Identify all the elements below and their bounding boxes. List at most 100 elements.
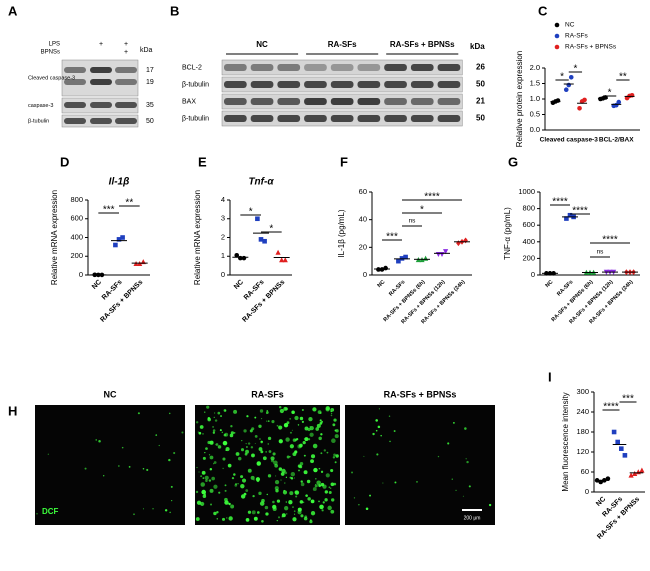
fluorescent-cell (289, 476, 292, 479)
fluorescent-cell (202, 433, 204, 435)
kda-value: 19 (146, 79, 154, 86)
fluorescent-cell (266, 420, 268, 422)
blot-band (90, 67, 112, 73)
significance-label: * (269, 224, 273, 235)
blot-band (384, 81, 407, 88)
fluorescent-cell (416, 481, 418, 483)
fluorescent-cell (247, 442, 251, 445)
fluorescent-cell (245, 518, 250, 522)
fluorescent-cell (158, 444, 160, 447)
fluorescent-cell (299, 462, 304, 466)
blot-band (384, 98, 407, 105)
fluorescent-cell (299, 500, 304, 504)
fluorescent-cell (389, 440, 391, 443)
fluorescent-cell (204, 475, 209, 480)
fluorescent-cell (200, 501, 205, 506)
blot-row-label: β-tubulin (28, 118, 49, 124)
fluorescent-cell (281, 513, 286, 518)
y-tick-label: 300 (576, 387, 589, 396)
fluorescent-cell (324, 490, 329, 494)
fluorescent-cell (328, 486, 331, 488)
fluorescent-cell (164, 509, 168, 512)
fluorescent-cell (293, 510, 296, 512)
fluorescent-cell (223, 433, 227, 437)
fluorescent-cell (332, 423, 336, 427)
micrograph (345, 405, 495, 525)
data-point (456, 240, 461, 247)
blot-band (304, 98, 327, 105)
fluorescent-cell (217, 411, 221, 415)
fluorescent-cell (222, 467, 224, 470)
fluorescent-cell (216, 511, 219, 514)
fluorescent-cell (298, 469, 300, 472)
fluorescent-cell (294, 513, 296, 515)
fluorescent-cell (219, 429, 222, 432)
blot-band (357, 64, 381, 71)
fluorescent-cell (272, 500, 275, 504)
fluorescent-cell (365, 507, 369, 510)
fluorescent-cell (301, 408, 304, 412)
fluorescent-cell (331, 498, 335, 502)
blot-row-label: β-tubulin (182, 81, 209, 88)
fluorescent-cell (285, 437, 290, 442)
y-axis-label: IL-1β (pg/mL) (337, 209, 346, 258)
blot-row (61, 59, 139, 97)
fluorescent-cell (294, 477, 296, 479)
fluorescent-cell (286, 421, 290, 425)
kda-value: 26 (476, 63, 485, 72)
kda-value: 50 (476, 80, 485, 89)
fluorescent-cell (274, 480, 280, 485)
blot-band (384, 64, 407, 71)
blot-band (90, 79, 112, 85)
fluorescent-cell (230, 504, 235, 509)
fluorescent-cell (285, 407, 289, 411)
blot-band (277, 64, 301, 71)
kda-label: kDa (470, 42, 485, 51)
y-tick-label: 1.5 (530, 78, 540, 87)
fluorescent-cell (259, 438, 261, 440)
fluorescent-cell (200, 482, 206, 487)
fluorescent-cell (319, 421, 323, 425)
group-label: RA-SFs (328, 40, 357, 49)
data-point (258, 237, 264, 242)
fluorescent-cell (465, 458, 467, 460)
image-label: RA-SFs (251, 389, 284, 399)
fluorescent-cell (294, 490, 298, 494)
significance-label: ns (409, 218, 417, 225)
y-tick-label: 400 (522, 237, 535, 246)
fluorescent-cell (250, 475, 255, 480)
fluorescent-cell (173, 451, 176, 455)
blot-band (224, 98, 247, 105)
fluorescent-cell (224, 409, 227, 412)
fluorescent-cell (315, 478, 317, 480)
blot-band (64, 79, 86, 85)
legend-marker (554, 22, 560, 28)
y-tick-label: 1.0 (530, 94, 540, 103)
group-label: RA-SFs + BPNSs (390, 40, 455, 49)
fluorescent-cell (214, 419, 218, 422)
fluorescent-cell (273, 460, 278, 466)
fluorescent-cell (229, 433, 234, 438)
fluorescent-cell (95, 439, 98, 441)
fluorescent-cell (245, 443, 247, 445)
fluorescent-cell (382, 482, 384, 484)
data-point (241, 255, 247, 261)
significance-label: *** (386, 232, 398, 243)
fluorescent-cell (321, 471, 323, 473)
fluorescent-cell (168, 412, 171, 415)
fluorescent-cell (258, 424, 262, 428)
fluorescent-cell (201, 489, 206, 495)
fluorescent-cell (326, 451, 329, 454)
data-point (582, 97, 587, 103)
fluorescent-cell (316, 480, 321, 485)
x-tick-label: RA-SFs (556, 279, 574, 297)
fluorescent-cell (152, 508, 154, 510)
fluorescent-cell (291, 410, 295, 415)
fluorescent-cell (286, 513, 288, 515)
data-point (396, 258, 401, 264)
data-point (564, 216, 569, 221)
fluorescent-cell (285, 476, 288, 478)
blot-band (64, 118, 86, 124)
fluorescent-cell (212, 425, 214, 428)
fluorescent-cell (233, 431, 236, 434)
